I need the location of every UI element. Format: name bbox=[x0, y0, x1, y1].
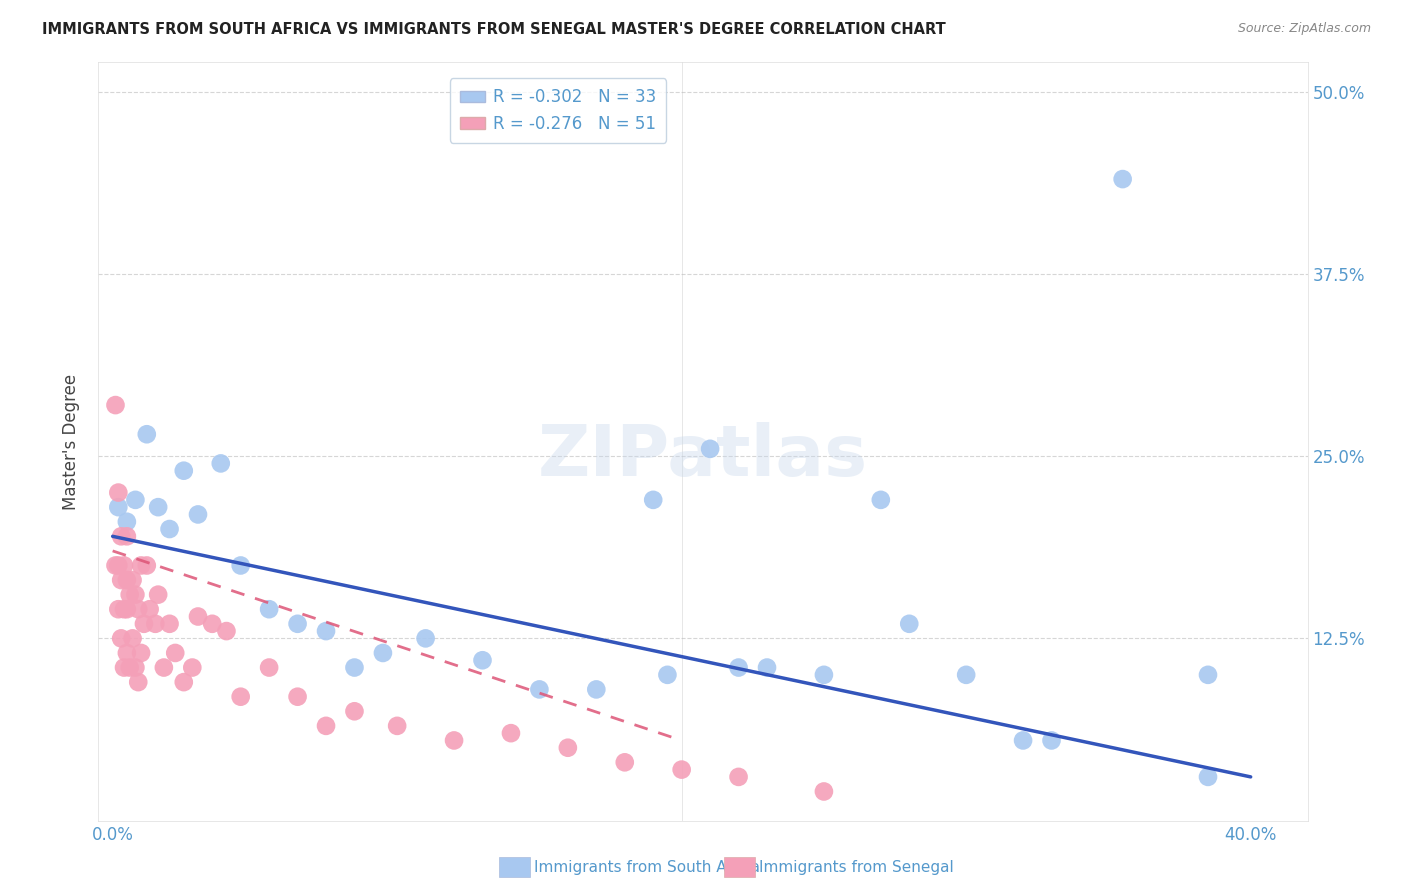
Point bbox=[257, 660, 280, 674]
Point bbox=[499, 726, 522, 740]
Point bbox=[110, 529, 132, 543]
Point bbox=[1111, 172, 1133, 186]
Point bbox=[756, 660, 779, 674]
Point bbox=[132, 616, 155, 631]
Point bbox=[287, 616, 309, 631]
Point bbox=[1040, 733, 1063, 747]
Point bbox=[898, 616, 921, 631]
Point bbox=[135, 558, 157, 573]
Point bbox=[112, 602, 135, 616]
Point bbox=[143, 616, 166, 631]
Point bbox=[471, 653, 494, 667]
Point bbox=[443, 733, 465, 747]
Legend: R = -0.302   N = 33, R = -0.276   N = 51: R = -0.302 N = 33, R = -0.276 N = 51 bbox=[450, 78, 666, 143]
Point bbox=[107, 558, 129, 573]
Point bbox=[229, 690, 252, 704]
Point bbox=[643, 492, 665, 507]
Point bbox=[121, 632, 143, 646]
Point bbox=[135, 427, 157, 442]
Point bbox=[315, 719, 337, 733]
Point bbox=[727, 770, 749, 784]
Point bbox=[107, 485, 129, 500]
Point bbox=[146, 588, 169, 602]
Point bbox=[173, 675, 195, 690]
Point bbox=[112, 558, 135, 573]
Point bbox=[727, 660, 749, 674]
Point bbox=[115, 529, 138, 543]
Point bbox=[115, 646, 138, 660]
Point bbox=[287, 690, 309, 704]
Point bbox=[813, 668, 835, 682]
Point bbox=[115, 515, 138, 529]
Point bbox=[209, 457, 232, 471]
Point bbox=[129, 558, 152, 573]
Point bbox=[121, 573, 143, 587]
Point bbox=[110, 573, 132, 587]
Point bbox=[124, 492, 146, 507]
Point bbox=[201, 616, 224, 631]
Point bbox=[181, 660, 204, 674]
Point bbox=[138, 602, 160, 616]
Point bbox=[110, 632, 132, 646]
Point bbox=[118, 588, 141, 602]
Point bbox=[1197, 770, 1219, 784]
Point bbox=[557, 740, 579, 755]
Point bbox=[1012, 733, 1035, 747]
Point bbox=[215, 624, 238, 639]
Point bbox=[124, 660, 146, 674]
Point bbox=[127, 602, 149, 616]
Point bbox=[118, 660, 141, 674]
Point bbox=[153, 660, 176, 674]
Point bbox=[107, 500, 129, 515]
Point bbox=[315, 624, 337, 639]
Point bbox=[107, 602, 129, 616]
Point bbox=[165, 646, 187, 660]
Point bbox=[371, 646, 394, 660]
Point bbox=[657, 668, 679, 682]
Point bbox=[187, 609, 209, 624]
Text: IMMIGRANTS FROM SOUTH AFRICA VS IMMIGRANTS FROM SENEGAL MASTER'S DEGREE CORRELAT: IMMIGRANTS FROM SOUTH AFRICA VS IMMIGRAN… bbox=[42, 22, 946, 37]
Point bbox=[104, 398, 127, 412]
Point bbox=[104, 558, 127, 573]
Point bbox=[159, 616, 181, 631]
Point bbox=[1197, 668, 1219, 682]
Text: ZIPatlas: ZIPatlas bbox=[538, 422, 868, 491]
Point bbox=[869, 492, 891, 507]
Point bbox=[699, 442, 721, 456]
Point bbox=[129, 646, 152, 660]
Point bbox=[229, 558, 252, 573]
Point bbox=[159, 522, 181, 536]
Point bbox=[112, 660, 135, 674]
Point bbox=[671, 763, 693, 777]
Point bbox=[124, 588, 146, 602]
Y-axis label: Master's Degree: Master's Degree bbox=[62, 374, 80, 509]
Point bbox=[343, 660, 366, 674]
Point bbox=[343, 704, 366, 718]
Point bbox=[187, 508, 209, 522]
Point bbox=[813, 784, 835, 798]
Point bbox=[955, 668, 977, 682]
Point bbox=[415, 632, 437, 646]
Point bbox=[585, 682, 607, 697]
Point bbox=[115, 573, 138, 587]
Point bbox=[146, 500, 169, 515]
Text: Immigrants from Senegal: Immigrants from Senegal bbox=[759, 860, 955, 874]
Point bbox=[613, 756, 636, 770]
Text: Source: ZipAtlas.com: Source: ZipAtlas.com bbox=[1237, 22, 1371, 36]
Point bbox=[173, 464, 195, 478]
Text: Immigrants from South Africa: Immigrants from South Africa bbox=[534, 860, 761, 874]
Point bbox=[257, 602, 280, 616]
Point bbox=[529, 682, 551, 697]
Point bbox=[385, 719, 408, 733]
Point bbox=[127, 675, 149, 690]
Point bbox=[115, 602, 138, 616]
